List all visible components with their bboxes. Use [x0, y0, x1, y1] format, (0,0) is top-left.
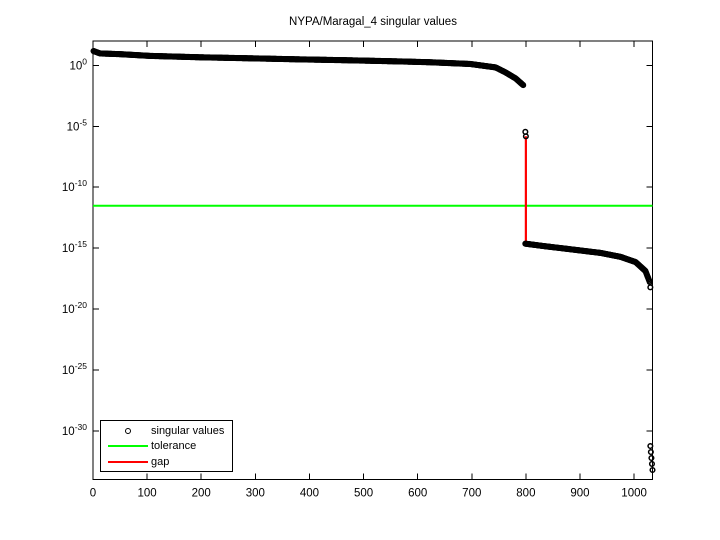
gap-line-swatch	[108, 460, 148, 463]
y-tick-label: 10-30	[62, 422, 87, 438]
legend-label-singular-values: singular values	[151, 424, 225, 437]
y-tick-label: 10-5	[67, 117, 88, 133]
x-tick-label: 200	[192, 488, 211, 500]
x-tick-label: 300	[246, 488, 265, 500]
chart-title: NYPA/Maragal_4 singular values	[289, 16, 457, 28]
circle-marker-icon	[125, 427, 131, 434]
x-tick-label: 600	[408, 488, 427, 500]
x-tick-label: 400	[300, 488, 319, 500]
singular-value-marker	[647, 448, 654, 456]
y-axis: 100 10-5 10-10 10-15 10-20 10-25 10-30	[62, 56, 653, 438]
legend-label-gap: gap	[151, 455, 170, 468]
legend-sample-area	[108, 427, 148, 434]
plot-border	[92, 40, 653, 480]
y-tick-label: 10-15	[62, 239, 87, 255]
x-tick-label: 800	[516, 488, 535, 500]
x-tick-label: 700	[462, 488, 481, 500]
x-tick-label: 1000	[621, 488, 647, 500]
singular-value-marker	[522, 133, 529, 140]
singular-value-marker	[647, 442, 654, 450]
legend-item-gap: gap	[101, 454, 232, 470]
legend: singular values tolerance gap	[100, 420, 233, 472]
singular-value-marker	[647, 284, 654, 291]
legend-sample-area	[108, 460, 148, 463]
singular-value-marker	[649, 466, 656, 474]
legend-item-singular-values: singular values	[101, 423, 232, 439]
y-tick-label: 10-10	[62, 178, 87, 194]
tolerance-line-swatch	[108, 445, 148, 448]
y-tick-label: 10-25	[62, 361, 87, 377]
singular-values-scatter	[90, 47, 656, 474]
singular-value-marker	[648, 460, 656, 467]
x-tick-label: 100	[138, 488, 157, 500]
legend-sample-area	[108, 445, 148, 448]
x-tick-label: 0	[90, 488, 96, 500]
x-tick-label: 900	[570, 488, 589, 500]
legend-item-tolerance: tolerance	[101, 439, 232, 455]
y-tick-label: 10-20	[62, 300, 87, 316]
y-tick-label: 100	[69, 56, 87, 72]
x-axis: 0 100 200 300 400 500 600 700 800 900 1000	[90, 41, 647, 500]
legend-label-tolerance: tolerance	[151, 440, 197, 453]
singular-value-marker	[648, 454, 655, 462]
singular-value-marker	[520, 82, 527, 89]
x-tick-label: 500	[354, 488, 373, 500]
